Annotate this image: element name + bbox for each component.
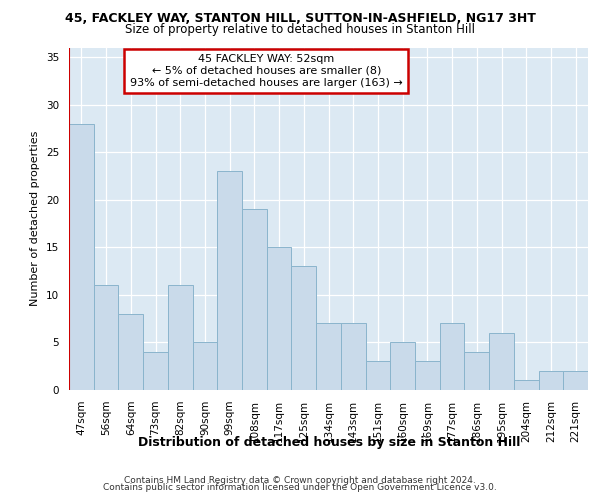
Bar [193, 342, 217, 390]
Bar [217, 171, 242, 390]
Bar [94, 286, 118, 390]
Bar [341, 324, 365, 390]
Bar [390, 342, 415, 390]
Bar [292, 266, 316, 390]
Bar [440, 324, 464, 390]
Text: Distribution of detached houses by size in Stanton Hill: Distribution of detached houses by size … [137, 436, 520, 449]
Bar [69, 124, 94, 390]
Y-axis label: Number of detached properties: Number of detached properties [31, 131, 40, 306]
Bar [168, 286, 193, 390]
Bar [267, 248, 292, 390]
Bar [489, 333, 514, 390]
Bar [539, 371, 563, 390]
Bar [316, 324, 341, 390]
Bar [365, 362, 390, 390]
Text: Size of property relative to detached houses in Stanton Hill: Size of property relative to detached ho… [125, 22, 475, 36]
Bar [143, 352, 168, 390]
Bar [563, 371, 588, 390]
Bar [415, 362, 440, 390]
Bar [464, 352, 489, 390]
Bar [514, 380, 539, 390]
Text: Contains HM Land Registry data © Crown copyright and database right 2024.: Contains HM Land Registry data © Crown c… [124, 476, 476, 485]
Text: 45, FACKLEY WAY, STANTON HILL, SUTTON-IN-ASHFIELD, NG17 3HT: 45, FACKLEY WAY, STANTON HILL, SUTTON-IN… [65, 12, 535, 26]
Text: Contains public sector information licensed under the Open Government Licence v3: Contains public sector information licen… [103, 484, 497, 492]
Bar [118, 314, 143, 390]
Text: 45 FACKLEY WAY: 52sqm
← 5% of detached houses are smaller (8)
93% of semi-detach: 45 FACKLEY WAY: 52sqm ← 5% of detached h… [130, 54, 403, 88]
Bar [242, 209, 267, 390]
